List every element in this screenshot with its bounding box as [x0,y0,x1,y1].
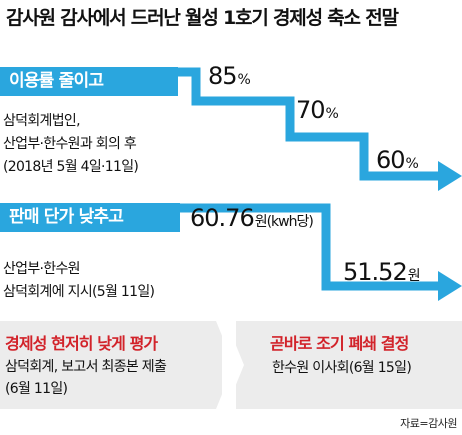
step-panel-decision [236,321,462,409]
utilization-note-line: (2018년 5월 4일·11일) [3,159,139,175]
price-value-5152: 51.52원 [343,258,421,286]
utilization-arrow [176,67,440,181]
price-label: 판매 단가 낮추고 [0,203,180,232]
utilization-note: 삼덕회계법인, 산업부·한수원과 회의 후 (2018년 5월 4일·11일) [3,110,139,179]
price-note-line: 산업부·한수원 [3,261,81,277]
source-credit: 자료=감사원 [400,417,457,430]
utilization-arrow-head [438,161,462,191]
utilization-value-85: 85% [208,62,251,90]
price-note: 산업부·한수원 삼덕회계에 지시(5월 11일) [3,258,155,304]
step-panel-evaluation [0,321,222,409]
utilization-note-line: 삼덕회계법인, [3,113,81,129]
price-note-line: 삼덕회계에 지시(5월 11일) [3,284,155,300]
step-text-line: 한수원 이사회(6월 15일) [272,360,412,376]
step-text-line: (6월 11일) [5,381,68,397]
step-text-evaluation: 삼덕회계, 보고서 최종본 제출 (6월 11일) [5,356,167,400]
page-title: 감사원 감사에서 드러난 월성 1호기 경제성 축소 전말 [6,7,399,29]
price-arrow [178,203,440,291]
flow-arrows [176,67,462,301]
step-text-decision: 한수원 이사회(6월 15일) [272,357,412,379]
step-text-line: 삼덕회계, 보고서 최종본 제출 [5,359,167,375]
price-arrow-head [438,271,462,301]
price-value-6076: 60.76원(kwh당) [190,204,314,232]
step-title-decision: 곧바로 조기 폐쇄 결정 [270,334,409,353]
utilization-value-70: 70% [296,96,339,124]
utilization-note-line: 산업부·한수원과 회의 후 [3,136,137,152]
utilization-label: 이용률 줄이고 [0,67,178,96]
step-title-evaluation: 경제성 현저히 낮게 평가 [5,334,158,353]
chevron-right-icon [216,321,244,409]
utilization-value-60: 60% [376,146,419,174]
